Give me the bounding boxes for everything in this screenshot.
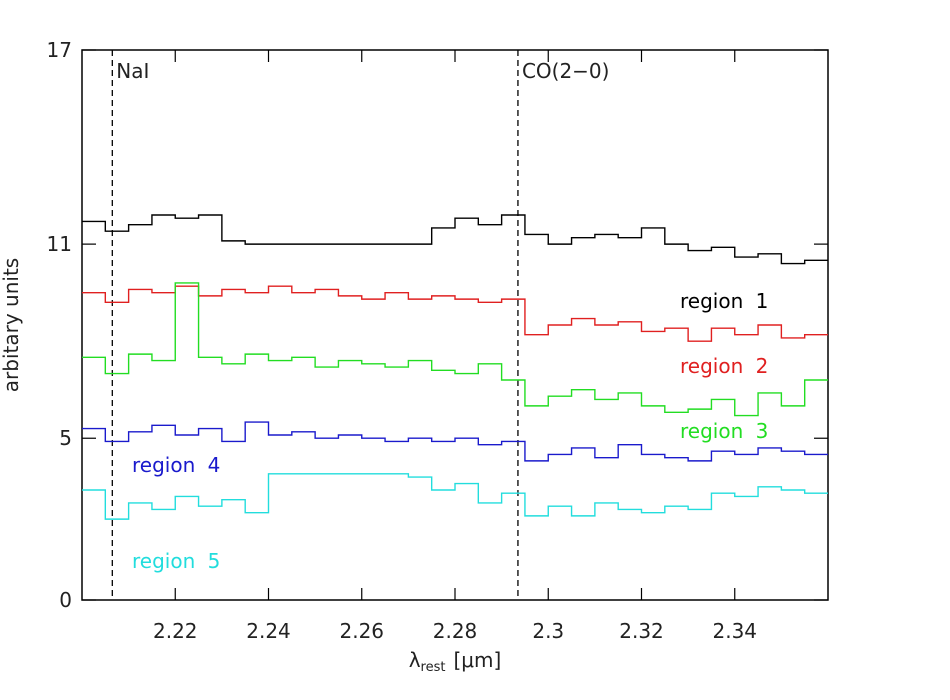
plot-frame bbox=[81, 49, 829, 601]
x-tick-label: 2.26 bbox=[339, 619, 384, 643]
reference-label: CO(2−0) bbox=[522, 59, 610, 83]
series-label: region 1 bbox=[680, 289, 768, 313]
y-tick-label: 17 bbox=[47, 38, 72, 62]
spectrum-line bbox=[82, 473, 828, 520]
series-label: region 5 bbox=[132, 549, 220, 573]
series-label: region 3 bbox=[680, 419, 768, 443]
y-tick-label: 0 bbox=[59, 588, 72, 612]
x-axis-label: λrest [μm] bbox=[409, 648, 502, 675]
y-tick-label: 5 bbox=[59, 426, 72, 450]
x-tick-label: 2.28 bbox=[433, 619, 478, 643]
spectrum-line bbox=[82, 282, 828, 417]
x-tick-label: 2.22 bbox=[153, 619, 198, 643]
x-tick-label: 2.3 bbox=[532, 619, 564, 643]
y-tick-label: 11 bbox=[47, 232, 72, 256]
spectrum-line bbox=[82, 421, 828, 462]
y-axis-label: arbitary units bbox=[0, 258, 23, 392]
spectrum-line bbox=[82, 214, 828, 265]
series-label: region 4 bbox=[132, 453, 220, 477]
x-tick-label: 2.24 bbox=[246, 619, 291, 643]
x-tick-label: 2.32 bbox=[619, 619, 664, 643]
series-label: region 2 bbox=[680, 354, 768, 378]
reference-label: NaI bbox=[116, 59, 149, 83]
spectrum-line bbox=[82, 285, 828, 342]
x-tick-label: 2.34 bbox=[712, 619, 757, 643]
